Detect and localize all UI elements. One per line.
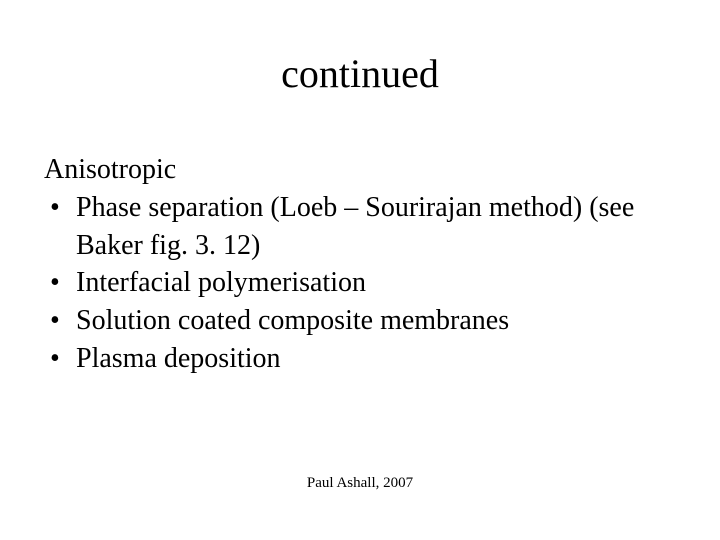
slide-content: Anisotropic Phase separation (Loeb – Sou… — [40, 151, 680, 378]
footer-text: Paul Ashall, 2007 — [0, 475, 720, 492]
list-item: Plasma deposition — [44, 340, 680, 378]
list-item: Solution coated composite membranes — [44, 302, 680, 340]
slide-title: continued — [40, 50, 680, 97]
slide: continued Anisotropic Phase separation (… — [0, 0, 720, 540]
subheading: Anisotropic — [44, 151, 680, 189]
bullet-list: Phase separation (Loeb – Sourirajan meth… — [44, 189, 680, 378]
list-item: Interfacial polymerisation — [44, 264, 680, 302]
list-item: Phase separation (Loeb – Sourirajan meth… — [44, 189, 680, 265]
